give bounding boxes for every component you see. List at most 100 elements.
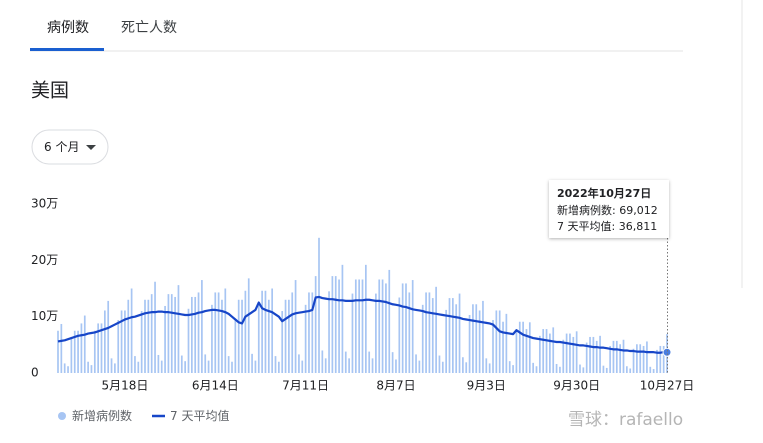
bar — [659, 345, 662, 373]
bar — [609, 345, 611, 373]
bar — [160, 360, 163, 373]
bar — [80, 323, 83, 373]
bar — [334, 276, 337, 373]
bar — [157, 354, 160, 373]
bar — [234, 319, 237, 373]
bar — [391, 352, 394, 373]
bar — [559, 366, 561, 373]
bar — [445, 309, 448, 373]
bar — [371, 358, 374, 373]
bar — [408, 292, 411, 373]
watermark: 雪球：rafaello — [568, 410, 683, 430]
bar — [451, 298, 454, 373]
bar — [652, 369, 655, 373]
bar — [267, 299, 270, 373]
bar — [528, 322, 531, 373]
bar — [542, 329, 545, 373]
bar — [140, 311, 143, 373]
bar — [535, 366, 538, 373]
tooltip-line: 7 天平均值: 36,811 — [557, 220, 657, 233]
bar — [545, 329, 548, 373]
x-tick-label: 6月14日 — [192, 379, 239, 393]
bar — [532, 362, 535, 373]
bar — [154, 281, 156, 373]
bar — [174, 296, 176, 373]
bar — [304, 304, 307, 373]
x-tick-label: 8月7日 — [376, 379, 415, 393]
bar — [415, 354, 417, 373]
bar — [348, 358, 350, 373]
bar — [639, 344, 642, 373]
bar — [311, 292, 314, 373]
bar — [602, 365, 605, 373]
bar — [341, 264, 344, 373]
tab-cases[interactable]: 病例数 — [47, 20, 89, 36]
bar — [251, 353, 253, 373]
bar — [405, 283, 407, 373]
bar — [167, 294, 170, 373]
bar — [492, 320, 494, 373]
bar — [625, 366, 628, 373]
bar — [103, 310, 106, 373]
bar — [57, 330, 59, 373]
bar — [93, 330, 96, 373]
bar — [124, 310, 126, 373]
bar — [194, 296, 197, 373]
tab-deaths[interactable]: 死亡人数 — [121, 20, 177, 36]
bar — [114, 363, 116, 373]
range-dropdown[interactable] — [31, 129, 109, 165]
bar — [375, 293, 377, 373]
bar — [257, 303, 260, 373]
bar — [472, 304, 474, 373]
bar — [465, 362, 468, 373]
bar — [281, 311, 284, 373]
bar — [522, 321, 524, 373]
bar — [184, 361, 187, 373]
bar — [321, 350, 324, 373]
bar — [100, 323, 103, 373]
bar — [170, 294, 173, 373]
bar — [505, 313, 508, 373]
bar — [579, 364, 581, 373]
bar — [441, 361, 444, 373]
bar — [495, 310, 498, 373]
range-label: 6 个月 — [44, 140, 79, 154]
bar — [632, 348, 635, 373]
bar — [425, 292, 427, 373]
bar — [177, 285, 180, 373]
bar — [361, 279, 364, 373]
bar — [572, 336, 575, 373]
bar — [217, 292, 220, 373]
dropdown-arrow — [86, 145, 96, 150]
bar — [120, 310, 123, 373]
bar — [314, 276, 317, 373]
bar — [298, 354, 300, 373]
bar — [622, 339, 625, 373]
y-tick-label: 10万 — [31, 309, 58, 323]
bar — [649, 366, 652, 373]
bar — [144, 299, 146, 373]
legend-label: 7 天平均值 — [170, 408, 229, 423]
bar — [67, 366, 69, 373]
bar — [378, 279, 381, 373]
bar — [612, 340, 615, 373]
bar — [498, 310, 501, 373]
x-tick-label: 9月3日 — [467, 379, 506, 393]
bar — [569, 333, 571, 373]
bar — [448, 298, 451, 373]
bar — [90, 365, 93, 373]
bar — [592, 336, 595, 373]
bar — [629, 368, 632, 373]
bar — [385, 283, 387, 373]
bar — [110, 358, 113, 373]
bar — [401, 283, 404, 373]
tooltip-title: 2022年10月27日 — [557, 186, 651, 200]
bar — [508, 361, 511, 373]
bar — [237, 299, 240, 373]
bar — [515, 329, 518, 373]
bar — [271, 288, 274, 373]
bar — [482, 300, 484, 373]
bar — [525, 329, 528, 373]
bar — [231, 361, 233, 373]
bar — [284, 299, 287, 373]
